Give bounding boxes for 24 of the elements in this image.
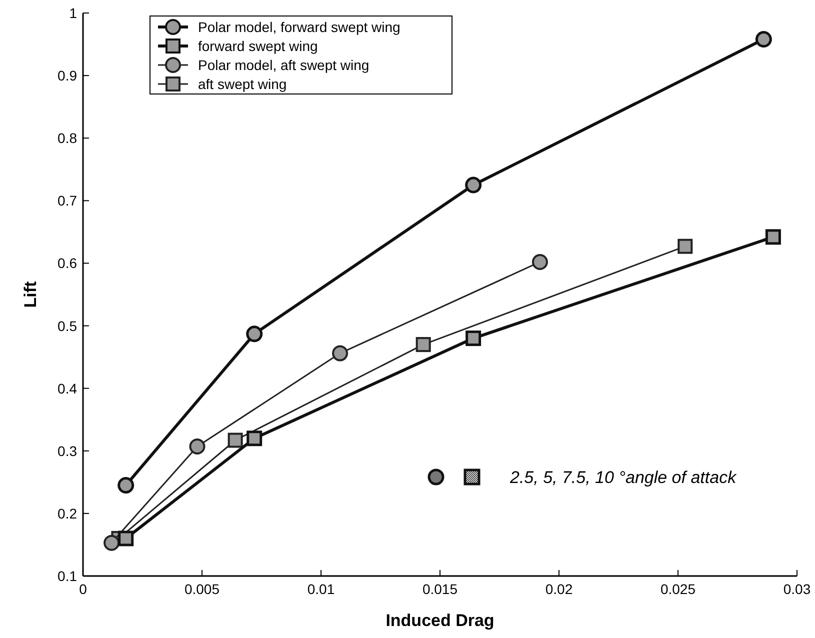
annotation: 2.5, 5, 7.5, 10 °angle of attack: [509, 468, 738, 487]
legend-label: Polar model, aft swept wing: [198, 57, 370, 73]
x-tick-label: 0.02: [545, 581, 573, 597]
y-tick-label: 0.7: [58, 192, 78, 209]
legend-label: aft swept wing: [198, 76, 287, 92]
y-tick-label: 1: [69, 5, 78, 21]
y-tick-label: 0.2: [58, 505, 78, 522]
x-tick-label: 0.03: [783, 581, 811, 597]
y-axis-title: Lift: [21, 280, 40, 308]
x-tick-label: 0.025: [660, 581, 696, 597]
x-tick-label: 0.015: [422, 581, 458, 597]
y-tick-label: 0.8: [58, 130, 78, 146]
x-tick-label: 0.01: [307, 581, 335, 597]
legend-label: forward swept wing: [198, 38, 318, 54]
y-tick-label: 0.4: [58, 380, 78, 396]
y-tick-label: 0.1: [58, 568, 78, 584]
y-tick-label: 0.6: [58, 255, 78, 272]
legend-label: Polar model, forward swept wing: [198, 19, 400, 35]
y-tick-label: 0.5: [58, 318, 78, 334]
x-tick-label: 0: [79, 581, 88, 597]
x-axis-title: Induced Drag: [386, 611, 494, 630]
y-tick-label: 0.9: [58, 68, 78, 84]
y-tick-label: 0.3: [58, 442, 78, 459]
x-tick-label: 0.005: [184, 581, 220, 597]
